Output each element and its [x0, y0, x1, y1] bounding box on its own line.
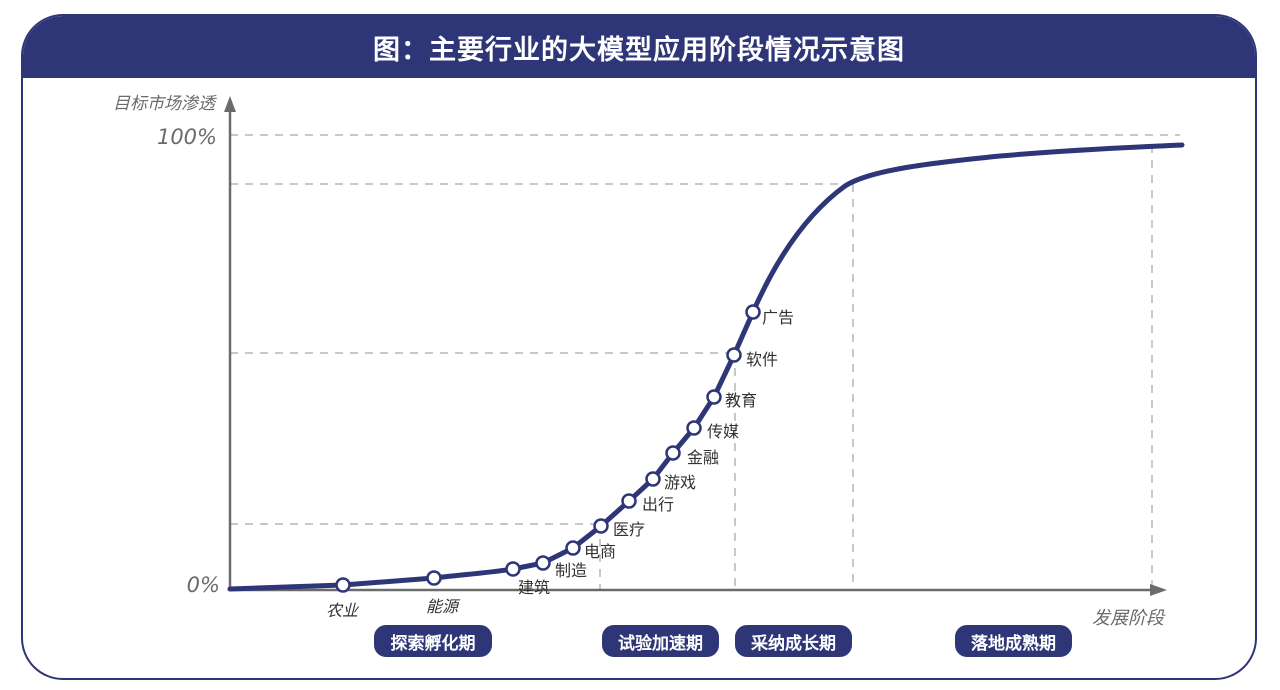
point-education	[706, 389, 722, 405]
y-axis-arrow-icon	[224, 96, 236, 112]
chart-frame: 图：主要行业的大模型应用阶段情况示意图	[21, 14, 1257, 680]
chart-header: 图：主要行业的大模型应用阶段情况示意图	[23, 16, 1255, 78]
phase-badge-exploration: 探索孵化期	[374, 625, 492, 657]
y-tick-0: 0%	[187, 573, 220, 597]
label-finance: 金融	[687, 448, 719, 467]
label-media: 传媒	[707, 422, 739, 441]
label-ecommerce: 电商	[584, 542, 616, 561]
point-media	[686, 420, 702, 436]
point-manufacturing	[535, 555, 551, 571]
point-agriculture	[335, 577, 351, 593]
phase-badge-adoption: 采纳成长期	[735, 625, 852, 657]
label-agriculture: 农业	[326, 601, 360, 620]
label-mobility: 出行	[642, 495, 674, 514]
label-energy: 能源	[426, 597, 461, 616]
label-education: 教育	[725, 391, 757, 410]
label-construction: 建筑	[518, 578, 550, 597]
label-manufacturing: 制造	[555, 561, 587, 580]
point-finance	[665, 445, 681, 461]
guide-lines	[230, 134, 1180, 590]
point-healthcare	[593, 518, 609, 534]
label-healthcare: 医疗	[613, 520, 645, 539]
adoption-curve	[227, 142, 1185, 592]
point-mobility	[621, 493, 637, 509]
point-construction	[505, 561, 521, 577]
phase-badge-maturity: 落地成熟期	[955, 625, 1072, 657]
industry-points	[335, 304, 761, 593]
point-ecommerce	[565, 540, 581, 556]
x-axis-arrow-icon	[1150, 584, 1167, 596]
chart-title: 图：主要行业的大模型应用阶段情况示意图	[373, 34, 905, 66]
x-axis-label: 发展阶段	[1092, 608, 1166, 629]
label-software: 软件	[746, 350, 778, 369]
phase-badge-trial: 试验加速期	[602, 625, 719, 657]
point-software	[726, 347, 742, 363]
label-gaming: 游戏	[664, 473, 696, 492]
point-gaming	[645, 471, 661, 487]
label-advertising: 广告	[762, 308, 794, 327]
point-energy	[426, 570, 442, 586]
y-axis-label: 目标市场渗透	[113, 94, 217, 114]
y-tick-100: 100%	[157, 125, 217, 149]
point-advertising	[745, 304, 761, 320]
